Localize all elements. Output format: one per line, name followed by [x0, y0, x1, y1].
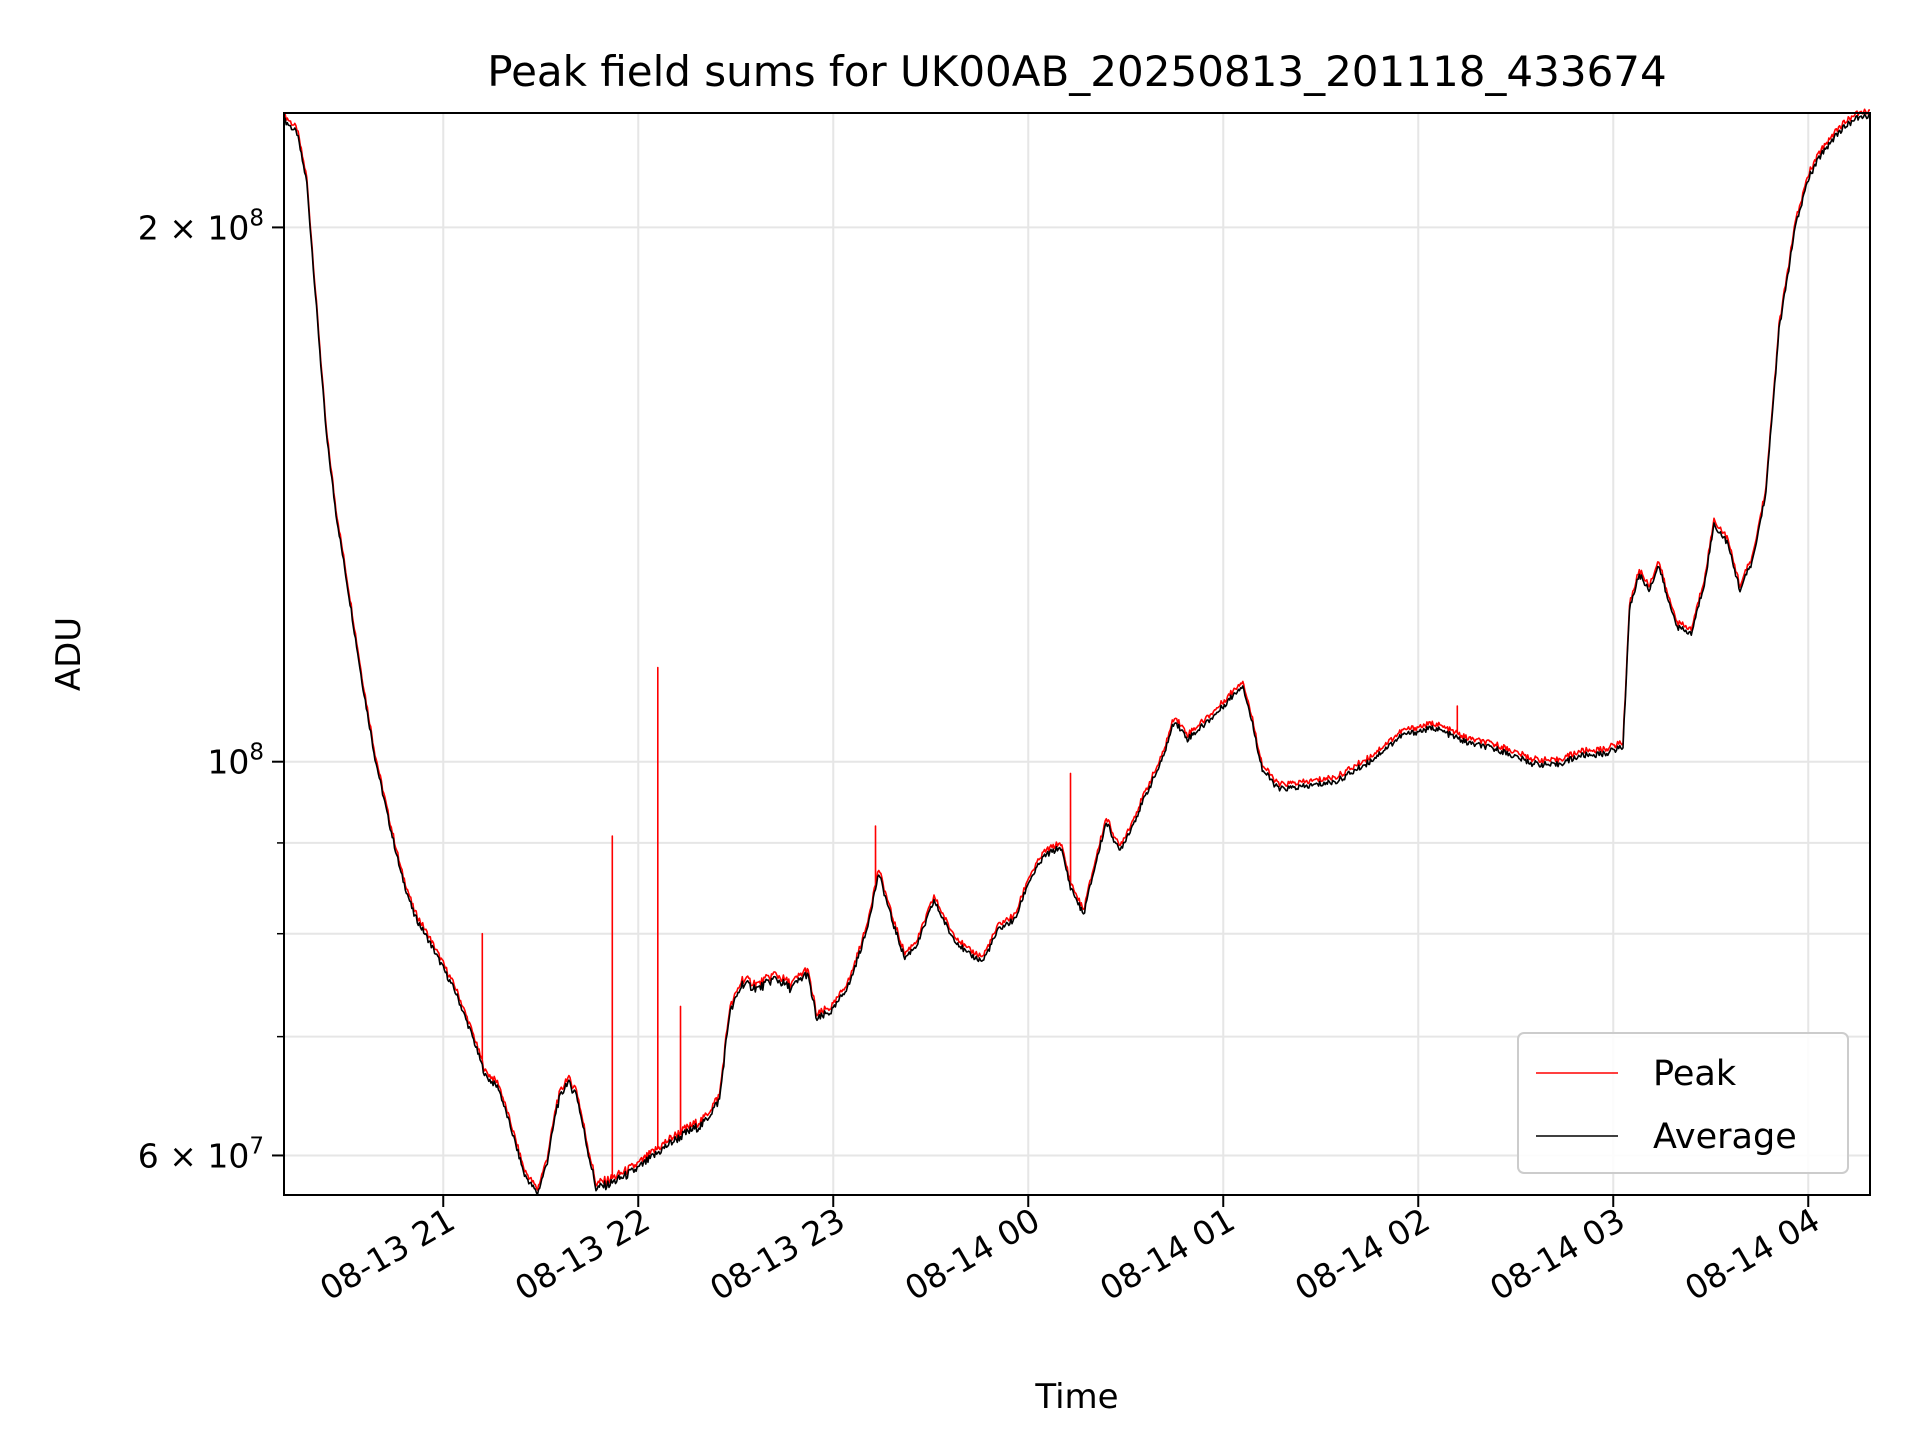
plot-frame — [283, 112, 1871, 1196]
y-tick-label: 2 × 108 — [138, 205, 264, 247]
series-layer — [283, 108, 1871, 1196]
x-axis-label: Time — [1034, 1377, 1118, 1417]
legend-box — [1517, 1032, 1849, 1174]
legend-label-peak: Peak — [1653, 1054, 1737, 1094]
series-line-average — [283, 113, 1871, 1196]
chart-title: Peak field sums for UK00AB_20250813_2011… — [487, 47, 1667, 96]
legend: Peak Average — [1517, 1032, 1849, 1174]
legend-label-average: Average — [1653, 1117, 1797, 1157]
y-tick-label: 108 — [207, 740, 264, 782]
y-axis-label: ADU — [49, 617, 89, 691]
y-tick-label: 6 × 107 — [138, 1133, 264, 1175]
